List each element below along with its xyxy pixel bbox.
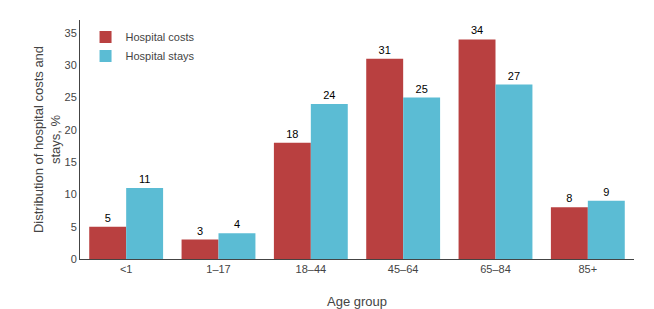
svg-text:31: 31 xyxy=(379,44,391,56)
svg-text:34: 34 xyxy=(471,24,483,36)
svg-text:20: 20 xyxy=(65,124,77,136)
svg-text:30: 30 xyxy=(65,59,77,71)
svg-text:<1: <1 xyxy=(120,263,133,275)
svg-text:Distribution of hospital costs: Distribution of hospital costs andstays,… xyxy=(31,46,63,233)
svg-text:4: 4 xyxy=(234,218,240,230)
svg-text:0: 0 xyxy=(71,253,77,265)
svg-text:1–17: 1–17 xyxy=(206,263,230,275)
svg-text:8: 8 xyxy=(566,192,572,204)
svg-text:35: 35 xyxy=(65,27,77,39)
svg-text:5: 5 xyxy=(105,212,111,224)
svg-text:27: 27 xyxy=(508,70,520,82)
svg-text:24: 24 xyxy=(323,89,335,101)
svg-text:25: 25 xyxy=(416,83,428,95)
svg-text:3: 3 xyxy=(197,225,203,237)
svg-text:10: 10 xyxy=(65,188,77,200)
svg-text:65–84: 65–84 xyxy=(480,263,511,275)
svg-text:Hospital stays: Hospital stays xyxy=(126,50,195,62)
svg-text:15: 15 xyxy=(65,156,77,168)
svg-text:85+: 85+ xyxy=(578,263,597,275)
svg-text:9: 9 xyxy=(603,186,609,198)
svg-text:Age group: Age group xyxy=(327,294,387,309)
svg-text:18–44: 18–44 xyxy=(296,263,327,275)
svg-text:45–64: 45–64 xyxy=(388,263,419,275)
svg-text:Hospital costs: Hospital costs xyxy=(126,31,195,43)
svg-text:5: 5 xyxy=(71,221,77,233)
svg-text:18: 18 xyxy=(286,128,298,140)
svg-text:11: 11 xyxy=(139,173,150,185)
svg-text:25: 25 xyxy=(65,91,77,103)
